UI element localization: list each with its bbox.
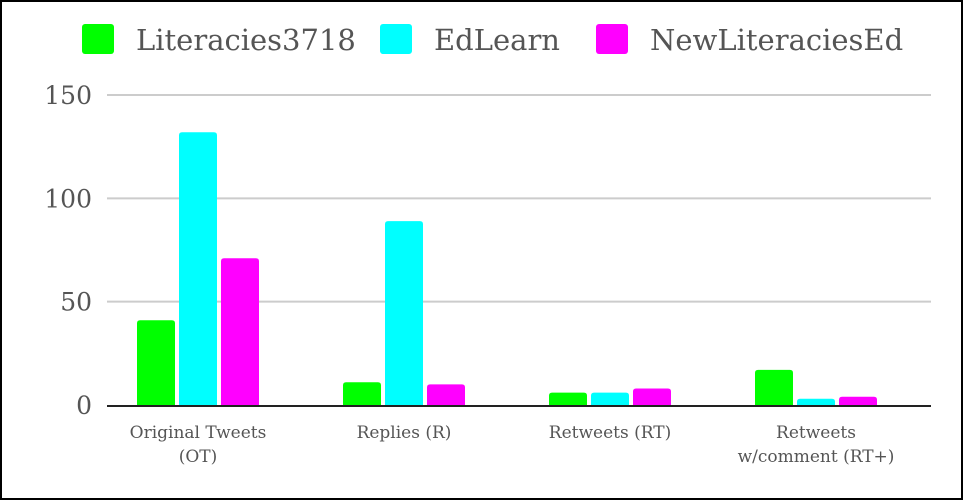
y-tick-label: 50 <box>60 288 92 317</box>
y-tick-label: 0 <box>76 391 92 420</box>
x-axis-ticks: Original Tweets (OT) Replies (R) Retweets (… <box>130 423 895 467</box>
bar-newliteraciesed-2 <box>633 388 671 405</box>
bar-edlearn-2 <box>591 392 629 405</box>
legend-label: EdLearn <box>434 23 560 57</box>
x-tick-label: w/comment (RT+) <box>738 447 895 467</box>
bar-literacies3718-0 <box>137 320 175 405</box>
y-tick-label: 150 <box>44 81 92 110</box>
legend: Literacies3718 EdLearn NewLiteraciesEd <box>82 23 903 57</box>
bar-edlearn-1 <box>385 221 423 405</box>
legend-label: Literacies3718 <box>136 23 356 57</box>
legend-swatch-edlearn <box>380 24 412 54</box>
x-tick-label: (OT) <box>179 447 218 467</box>
x-tick-label: Original Tweets <box>130 423 267 443</box>
legend-swatch-literacies3718 <box>82 24 114 54</box>
bar-literacies3718-2 <box>549 392 587 405</box>
y-axis-ticks: 0 50 100 150 <box>44 81 92 420</box>
bar-newliteraciesed-1 <box>427 384 465 405</box>
bar-literacies3718-3 <box>755 369 793 405</box>
bar-newliteraciesed-0 <box>221 258 259 405</box>
bar-edlearn-3 <box>797 398 835 405</box>
y-tick-label: 100 <box>44 184 92 213</box>
legend-swatch-newliteraciesed <box>596 24 628 54</box>
x-tick-label: Retweets <box>776 423 856 443</box>
x-tick-label: Replies (R) <box>357 423 452 443</box>
legend-label: NewLiteraciesEd <box>650 23 903 57</box>
bar-literacies3718-1 <box>343 382 381 405</box>
bars <box>137 132 877 405</box>
x-tick-label: Retweets (RT) <box>549 423 671 443</box>
bar-edlearn-0 <box>179 132 217 405</box>
bar-newliteraciesed-3 <box>839 396 877 405</box>
